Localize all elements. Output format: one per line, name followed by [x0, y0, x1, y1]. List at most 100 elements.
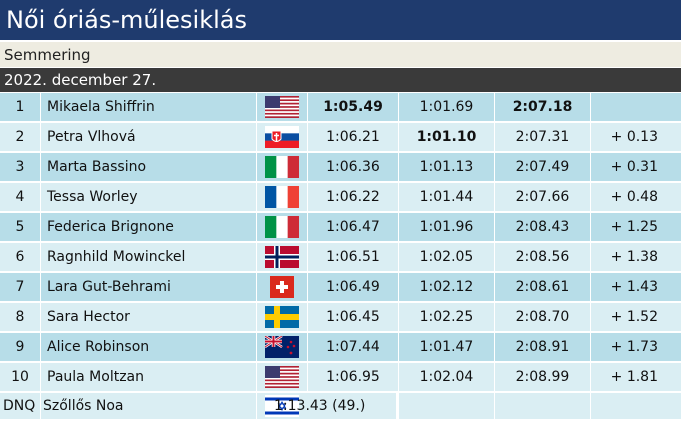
athlete-name: Sara Hector — [41, 303, 256, 331]
flag-icon — [265, 126, 299, 148]
flag-shape — [289, 351, 293, 355]
venue: Semmering — [0, 42, 681, 67]
rank: 7 — [0, 273, 40, 301]
difference: + 1.38 — [591, 243, 681, 271]
rank: 3 — [0, 153, 40, 181]
flag-shape — [265, 97, 299, 100]
flag-shape — [276, 285, 288, 289]
flag-shape — [286, 345, 290, 349]
run1-time: 1:06.95 — [308, 363, 398, 391]
flag-shape — [265, 366, 280, 378]
empty-cell — [495, 393, 590, 419]
flag-shape — [276, 156, 288, 178]
athlete-name: Ragnhild Mowinckel — [41, 243, 256, 271]
flag-shape — [287, 216, 299, 238]
flag-shape — [274, 133, 279, 141]
results-table: 1 Mikaela Shiffrin 1:05.49 1:01.69 2:07.18 2 P… — [0, 93, 681, 421]
run2-time: 1:01.13 — [399, 153, 494, 181]
flag-shape — [265, 186, 277, 208]
flag-shape — [265, 111, 299, 114]
flag — [257, 213, 307, 241]
flag — [257, 333, 307, 361]
total-time: 2:07.66 — [495, 183, 590, 211]
total-time: 2:08.91 — [495, 333, 590, 361]
flag-icon — [265, 306, 299, 328]
difference: + 1.73 — [591, 333, 681, 361]
flag-shape — [265, 381, 299, 384]
total-time: 2:08.99 — [495, 363, 590, 391]
difference: + 1.52 — [591, 303, 681, 331]
flag-shape — [265, 99, 299, 102]
flag-icon — [270, 276, 294, 298]
flag-shape — [265, 379, 299, 382]
flag-shape — [265, 367, 299, 370]
flag-shape — [265, 314, 299, 320]
run2-time: 1:01.47 — [399, 333, 494, 361]
total-time: 2:08.43 — [495, 213, 590, 241]
rank: 2 — [0, 123, 40, 151]
flag-shape — [265, 116, 299, 118]
run2-time: 1:01.96 — [399, 213, 494, 241]
result-row: 9 Alice Robinson 1:07.44 1:01.47 2:08.91 + 1.… — [0, 333, 681, 361]
total-time: 2:08.70 — [495, 303, 590, 331]
result-row: 2 Petra Vlhová 1:06.21 1:01.10 2:07.31 + 0.13 — [0, 123, 681, 151]
flag-shape — [265, 384, 299, 387]
flag-icon — [265, 96, 299, 118]
flag-shape — [265, 397, 299, 401]
total-time: 2:07.49 — [495, 153, 590, 181]
flag-shape — [265, 102, 299, 105]
run1-time: 1:06.21 — [308, 123, 398, 151]
flag-shape — [265, 133, 299, 141]
run2-time: 1:02.05 — [399, 243, 494, 271]
flag-shape — [265, 140, 299, 148]
empty-cell — [591, 393, 681, 419]
run2-time: 1:01.10 — [399, 123, 494, 151]
flag-icon — [265, 246, 299, 268]
flag-shape — [265, 376, 299, 378]
rank: 6 — [0, 243, 40, 271]
run1-time: 1:06.51 — [308, 243, 398, 271]
flag-shape — [265, 369, 299, 372]
flag-shape — [265, 374, 299, 377]
flag — [257, 123, 307, 151]
flag-shape — [265, 377, 299, 380]
run2-time: 1:02.04 — [399, 363, 494, 391]
flag-shape — [265, 109, 299, 112]
flag-shape — [265, 382, 299, 385]
total-time: 2:08.61 — [495, 273, 590, 301]
rank: 5 — [0, 213, 40, 241]
run1-time: 1:06.36 — [308, 153, 398, 181]
flag-shape — [265, 386, 299, 388]
flag-shape — [265, 114, 299, 117]
flag-shape — [289, 340, 293, 344]
flag-icon — [265, 216, 299, 238]
run2-time: 1:02.25 — [399, 303, 494, 331]
flag-shape — [265, 96, 280, 108]
total-time: 2:07.18 — [495, 93, 590, 121]
flag-shape — [265, 101, 299, 103]
difference: + 0.13 — [591, 123, 681, 151]
run1-time: 1:06.45 — [308, 303, 398, 331]
difference: + 0.31 — [591, 153, 681, 181]
flag-shape — [277, 401, 287, 411]
flag-shape — [265, 112, 299, 115]
flag-shape — [265, 104, 299, 107]
flag — [257, 153, 307, 181]
flag-shape — [265, 255, 299, 259]
flag-shape — [265, 216, 277, 238]
result: 1:13.43 (49.) — [274, 398, 366, 414]
flag — [257, 303, 307, 331]
rank: 8 — [0, 303, 40, 331]
rank: 9 — [0, 333, 40, 361]
athlete-name: Tessa Worley — [41, 183, 256, 211]
empty-cell — [399, 393, 494, 419]
athlete-name: Paula Moltzan — [41, 363, 256, 391]
difference: + 1.25 — [591, 213, 681, 241]
difference — [591, 93, 681, 121]
flag-shape — [287, 186, 299, 208]
run2-time: 1:02.12 — [399, 273, 494, 301]
result-row: 5 Federica Brignone 1:06.47 1:01.96 2:08.43 +… — [0, 213, 681, 241]
flag-icon — [265, 395, 299, 417]
flag-shape — [265, 106, 299, 108]
